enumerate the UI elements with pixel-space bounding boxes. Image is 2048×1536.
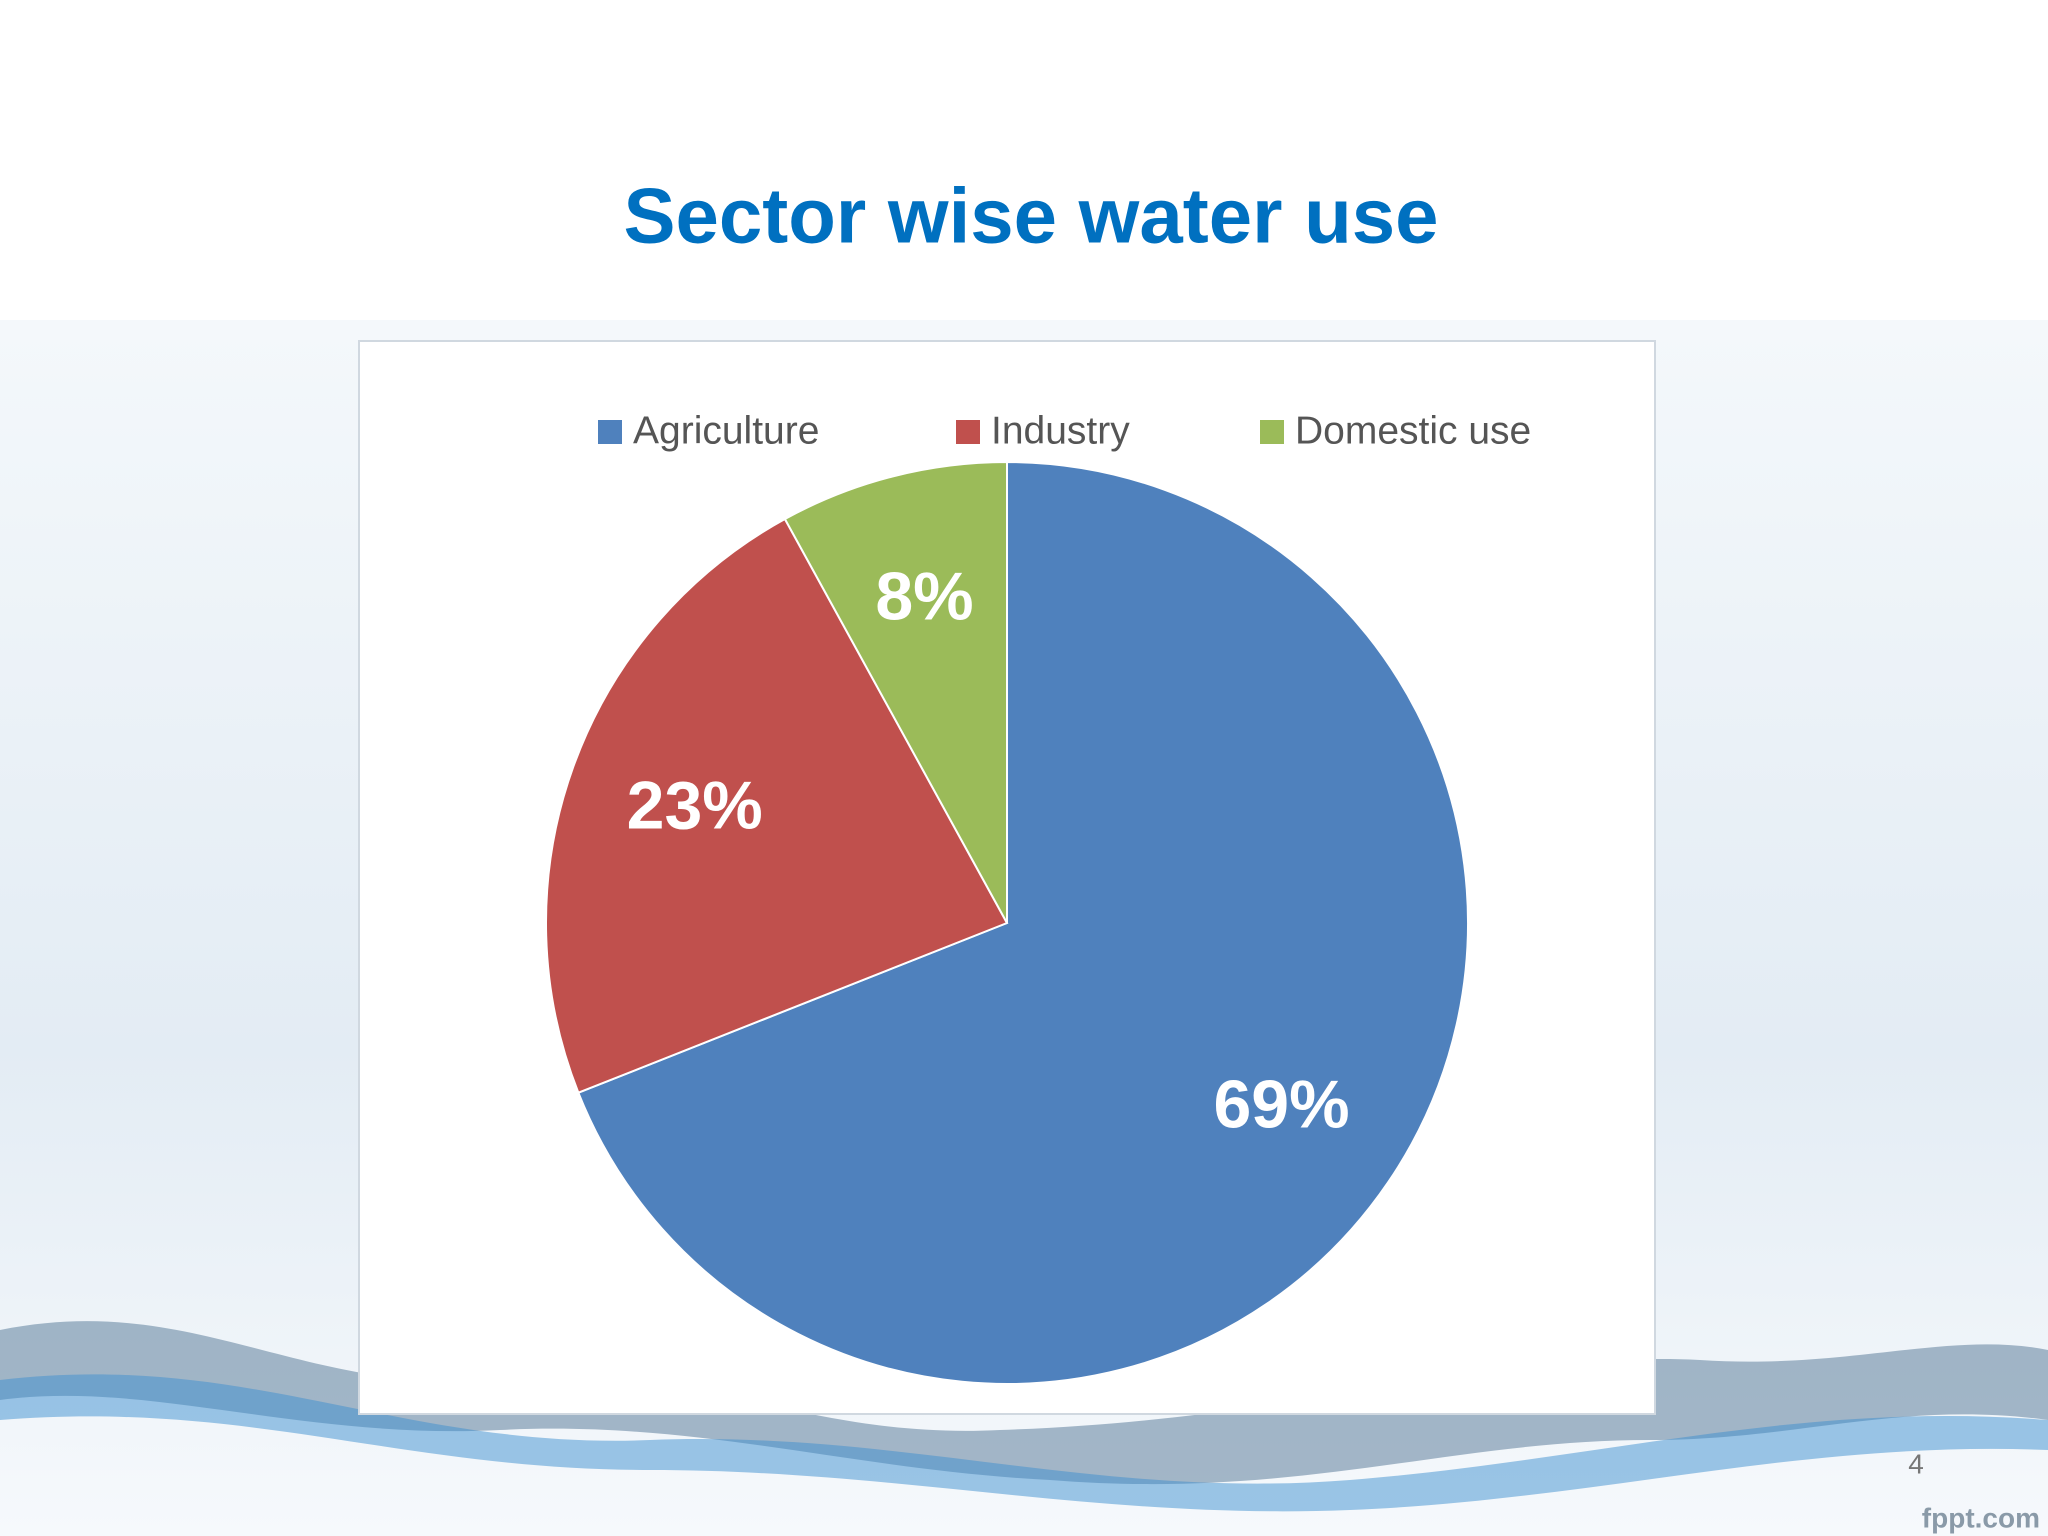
data-label: 23% [627,768,763,844]
legend-label: Domestic use [1295,409,1531,452]
legend-swatch [598,420,622,444]
pie-slice [577,460,1469,1385]
pie-slice [545,517,1009,1095]
wave [0,1374,2048,1512]
legend: Agriculture Industry Domestic use [598,409,1531,452]
watermark: fppt.com [1922,1502,2040,1533]
data-label: 69% [1213,1067,1349,1143]
legend-label: Industry [991,409,1130,452]
legend-swatch [1260,420,1284,444]
slide-number: 4 [1908,1448,1924,1479]
pie: 69% 23% 8% [545,460,1469,1385]
legend-swatch [956,420,980,444]
data-label: 8% [875,558,973,634]
chart-title: Sector wise water use [623,172,1438,260]
legend-label: Agriculture [633,409,819,452]
wave [0,1321,2048,1485]
pie-slice [783,460,1008,924]
